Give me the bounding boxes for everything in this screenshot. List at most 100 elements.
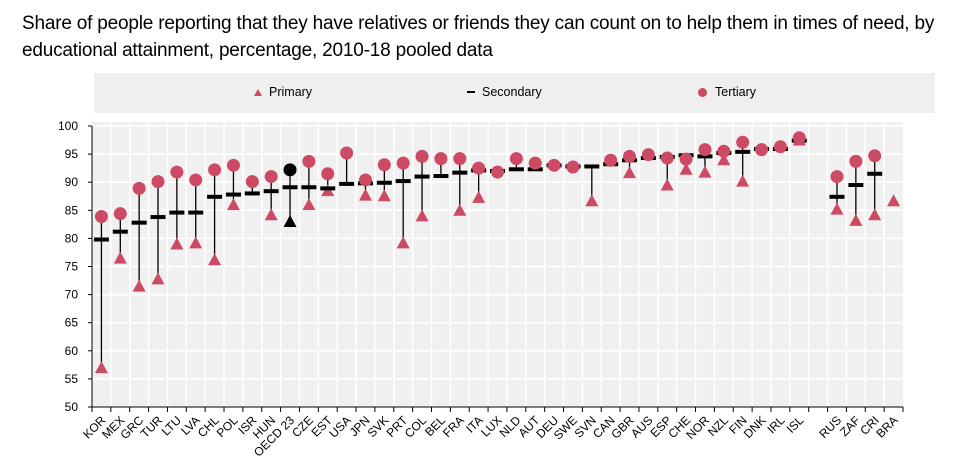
primary-marker (623, 166, 637, 179)
tertiary-marker (679, 152, 693, 166)
tertiary-marker (245, 175, 259, 189)
primary-marker (736, 174, 750, 187)
primary-marker (283, 215, 297, 228)
tertiary-marker (641, 148, 655, 162)
primary-marker (472, 190, 486, 203)
tertiary-marker (113, 207, 127, 221)
triangle-icon (254, 88, 262, 96)
tertiary-marker (208, 163, 222, 177)
secondary-marker (131, 220, 147, 225)
primary-marker (660, 178, 674, 191)
primary-marker (849, 213, 863, 226)
primary-marker (189, 236, 203, 249)
secondary-marker (376, 180, 392, 185)
tertiary-marker (340, 146, 354, 160)
tertiary-marker (132, 181, 146, 195)
tertiary-marker (151, 175, 165, 189)
y-tick-label: 75 (65, 260, 79, 274)
tertiary-marker (434, 152, 448, 166)
tertiary-marker (528, 156, 542, 170)
secondary-marker (508, 167, 524, 172)
tertiary-marker (226, 158, 240, 172)
tertiary-marker (868, 149, 882, 163)
legend-label-primary: Primary (269, 85, 313, 99)
secondary-marker (225, 192, 241, 197)
y-tick-label: 70 (65, 288, 79, 302)
primary-marker (208, 253, 222, 266)
y-tick-label: 80 (65, 231, 79, 245)
tertiary-marker (547, 158, 561, 172)
tertiary-marker (604, 153, 618, 167)
secondary-marker (339, 181, 355, 186)
tertiary-marker (491, 165, 504, 179)
tertiary-marker (660, 151, 674, 165)
secondary-marker (452, 170, 468, 175)
secondary-marker (244, 191, 260, 196)
tertiary-marker (94, 209, 108, 223)
y-tick-label: 85 (65, 203, 79, 217)
legend-item-tertiary: Tertiary (698, 85, 756, 99)
legend-item-primary: Primary (254, 85, 312, 99)
legend-item-secondary: Secondary (467, 85, 542, 99)
secondary-marker (697, 154, 713, 159)
secondary-marker (263, 189, 279, 194)
primary-marker (698, 165, 712, 178)
tertiary-marker (830, 170, 844, 184)
y-tick-label: 60 (65, 344, 79, 358)
chart-title: Share of people reporting that they have… (22, 13, 935, 61)
secondary-marker (829, 194, 845, 199)
primary-marker (170, 237, 184, 250)
primary-marker (302, 198, 316, 211)
secondary-marker (150, 215, 166, 220)
secondary-marker (93, 237, 109, 242)
primary-marker (585, 194, 599, 207)
legend-label-tertiary: Tertiary (715, 85, 756, 99)
secondary-marker (584, 164, 600, 169)
primary-marker (830, 202, 844, 215)
tertiary-marker (415, 149, 429, 163)
primary-marker (415, 209, 429, 222)
legend: Primary Secondary Tertiary (94, 73, 935, 113)
x-tick-label: ISL (784, 413, 807, 436)
primary-marker (358, 188, 372, 201)
secondary-marker (848, 183, 864, 188)
tertiary-marker (189, 173, 203, 187)
tertiary-marker (170, 165, 184, 179)
primary-marker (396, 236, 410, 249)
y-tick-label: 90 (65, 175, 79, 189)
y-tick-label: 50 (65, 400, 79, 414)
primary-marker (868, 208, 882, 221)
tertiary-marker (264, 170, 278, 184)
primary-marker (226, 198, 240, 211)
legend-label-secondary: Secondary (482, 85, 542, 99)
tertiary-marker (849, 154, 863, 168)
secondary-marker (301, 185, 317, 190)
tertiary-marker (698, 143, 712, 157)
tertiary-marker (623, 149, 637, 163)
tertiary-marker (377, 158, 391, 172)
primary-marker (94, 361, 108, 374)
tertiary-marker (736, 135, 750, 149)
tertiary-marker (717, 144, 731, 158)
primary-marker (113, 251, 127, 264)
secondary-marker (207, 194, 223, 199)
tertiary-marker (509, 152, 523, 166)
tertiary-marker (396, 156, 410, 170)
primary-marker (151, 272, 165, 285)
secondary-marker (169, 210, 185, 215)
secondary-marker (735, 149, 751, 154)
secondary-marker (395, 179, 411, 184)
primary-marker (717, 153, 731, 166)
y-tick-label: 55 (65, 372, 79, 386)
secondary-marker (282, 185, 298, 190)
tertiary-marker (792, 131, 806, 145)
secondary-marker (867, 171, 883, 176)
tertiary-marker (566, 160, 580, 174)
tertiary-marker (453, 152, 467, 166)
primary-marker (453, 203, 467, 216)
primary-marker (887, 194, 901, 207)
y-tick-label: 100 (58, 119, 78, 133)
primary-marker (264, 208, 278, 221)
tertiary-marker (283, 163, 297, 177)
